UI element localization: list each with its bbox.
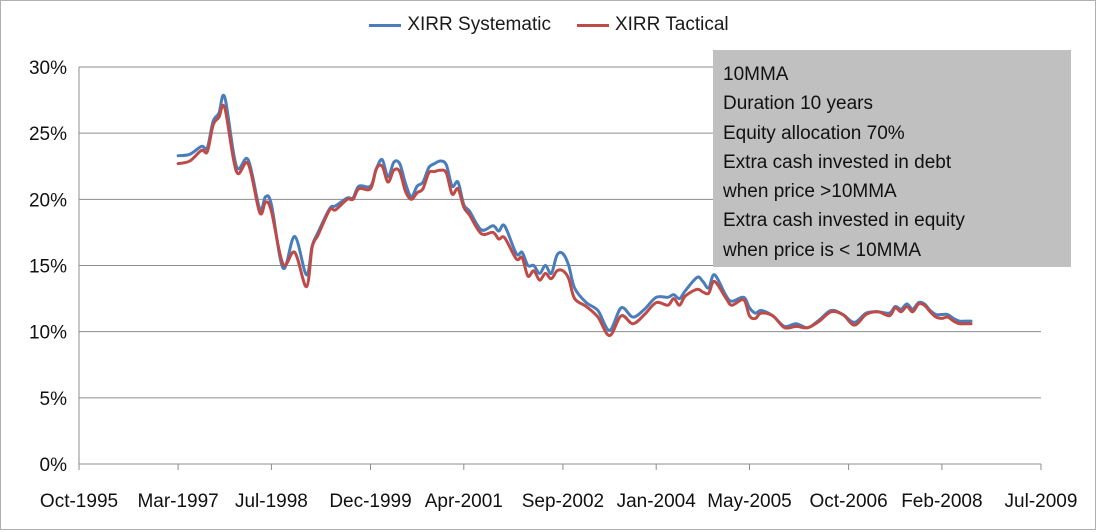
y-tick-label: 10% [29,323,67,344]
annotation-line: when price is < 10MMA [723,239,921,261]
legend-label-systematic: XIRR Systematic [407,14,551,35]
annotation-line: Equity allocation 70% [723,122,905,144]
legend-swatch-tactical [576,23,609,27]
y-tick-label: 20% [29,190,67,211]
annotation-line: Extra cash invested in equity [723,210,965,232]
x-tick-label: Jul-1998 [235,491,308,512]
x-tick-label: Apr-2001 [425,491,503,512]
y-tick-label: 30% [29,58,67,79]
x-tick-label: Mar-1997 [137,491,218,512]
y-tick-label: 0% [40,455,68,476]
legend: XIRR Systematic XIRR Tactical [0,14,1098,36]
annotation-line: Duration 10 years [723,93,873,115]
x-tick-label: Jul-2009 [1005,491,1078,512]
y-tick-label: 25% [29,124,67,145]
annotation-line: when price >10MMA [723,181,897,203]
x-tick-label: Oct-2006 [810,491,888,512]
x-tick-label: Oct-1995 [40,491,118,512]
annotation-line: 10MMA [723,64,789,85]
x-tick-label: Feb-2008 [901,491,982,512]
series-line-tactical [176,103,973,338]
x-tick-label: May-2005 [707,491,792,512]
x-tick-label: Jan-2004 [617,491,697,512]
x-tick-label: Dec-1999 [329,491,411,512]
legend-item-tactical: XIRR Tactical [576,14,729,36]
y-tick-label: 15% [29,257,67,278]
annotation-box: 10MMA Duration 10 years Equity allocatio… [713,50,1071,267]
legend-label-tactical: XIRR Tactical [614,14,729,35]
annotation-line: Extra cash invested in debt [723,151,952,173]
y-tick-label: 5% [40,389,68,410]
legend-item-systematic: XIRR Systematic [369,14,551,36]
legend-swatch-systematic [369,23,402,27]
x-tick-label: Sep-2002 [522,491,604,512]
